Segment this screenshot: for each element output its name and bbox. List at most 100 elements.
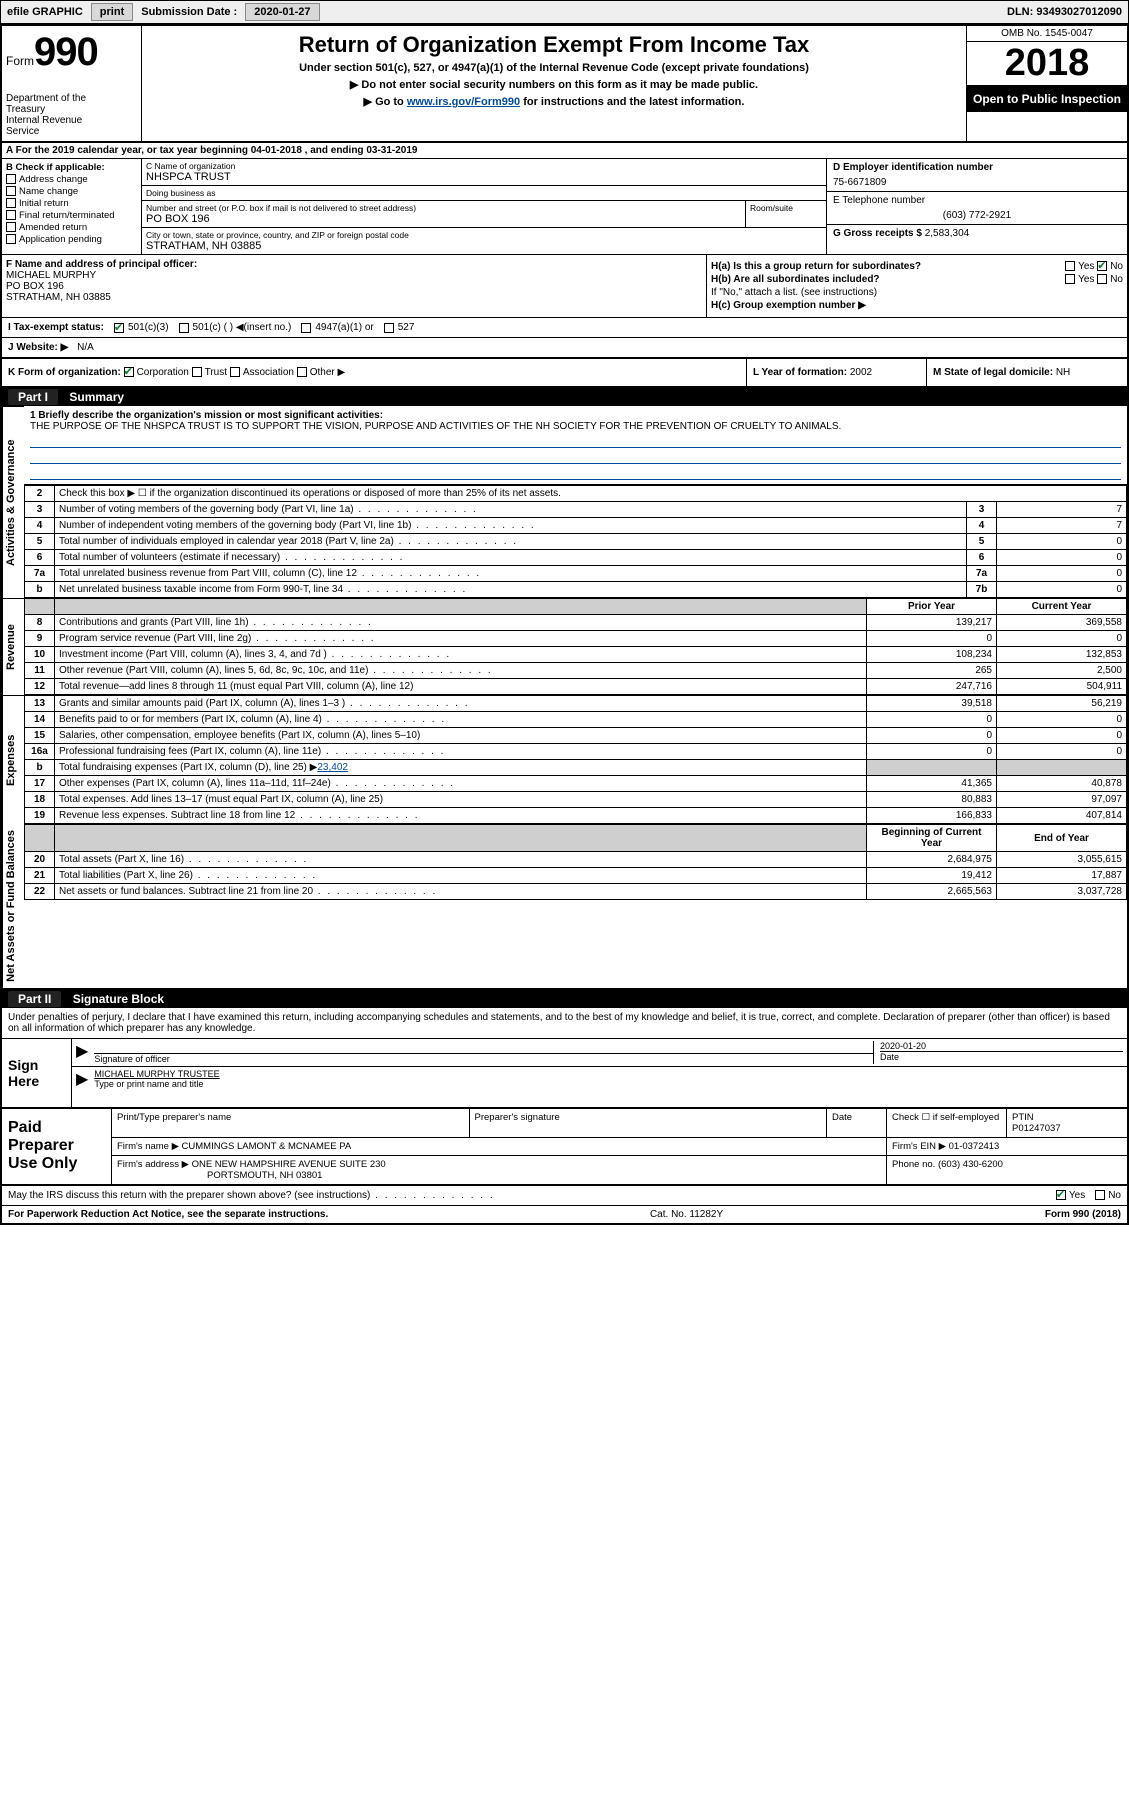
line18-prior: 80,883 <box>867 792 997 808</box>
chk-association[interactable] <box>230 367 240 377</box>
prep-date-label: Date <box>827 1109 887 1137</box>
line-a: A For the 2019 calendar year, or tax yea… <box>2 143 1127 159</box>
ha-label: H(a) Is this a group return for subordin… <box>711 261 921 272</box>
line4-desc: Number of independent voting members of … <box>55 518 967 534</box>
line16b-prior <box>867 760 997 776</box>
lbl-trust: Trust <box>205 367 227 378</box>
firm-phone-label: Phone no. <box>892 1159 935 1170</box>
hb-yes-lbl: Yes <box>1078 274 1094 285</box>
sign-here-block: Sign Here ▶ Signature of officer 2020-01… <box>2 1039 1127 1109</box>
officer-name: MICHAEL MURPHY <box>6 270 702 281</box>
line3-val: 7 <box>997 502 1127 518</box>
chk-address-change[interactable] <box>6 174 16 184</box>
gross-receipts-value: 2,583,304 <box>925 228 970 239</box>
chk-name-change[interactable] <box>6 186 16 196</box>
chk-discuss-no[interactable] <box>1095 1190 1105 1200</box>
city-value: STRATHAM, NH 03885 <box>146 240 822 252</box>
dln-label: DLN: 93493027012090 <box>1007 6 1128 18</box>
line16b-pre: Total fundraising expenses (Part IX, col… <box>59 762 317 773</box>
vtab-netassets: Net Assets or Fund Balances <box>2 824 24 988</box>
hdr-eoy: End of Year <box>997 825 1127 852</box>
chk-initial-return[interactable] <box>6 198 16 208</box>
line14-desc: Benefits paid to or for members (Part IX… <box>55 712 867 728</box>
section-k: K Form of organization: Corporation Trus… <box>2 359 747 386</box>
line13-curr: 56,219 <box>997 696 1127 712</box>
line17-prior: 41,365 <box>867 776 997 792</box>
irs-link[interactable]: www.irs.gov/Form990 <box>407 96 520 108</box>
line7b-val: 0 <box>997 582 1127 598</box>
line17-curr: 40,878 <box>997 776 1127 792</box>
chk-other[interactable] <box>297 367 307 377</box>
part2-title: Signature Block <box>73 992 164 1006</box>
line11-curr: 2,500 <box>997 663 1127 679</box>
ein-value: 75-6671809 <box>833 177 1121 188</box>
vtab-revenue: Revenue <box>2 598 24 695</box>
l-label: L Year of formation: <box>753 367 847 378</box>
lbl-501c3: 501(c)(3) <box>128 322 169 333</box>
chk-application-pending[interactable] <box>6 234 16 244</box>
chk-4947[interactable] <box>301 323 311 333</box>
sub3-post: for instructions and the latest informat… <box>520 96 744 108</box>
chk-501c3[interactable] <box>114 323 124 333</box>
line16b-link[interactable]: 23,402 <box>317 762 348 773</box>
firm-addr-label: Firm's address ▶ <box>117 1159 189 1170</box>
chk-ha-no[interactable] <box>1097 261 1107 271</box>
line15-curr: 0 <box>997 728 1127 744</box>
lbl-name-change: Name change <box>19 186 78 197</box>
line13-desc: Grants and similar amounts paid (Part IX… <box>55 696 867 712</box>
line22-boy: 2,665,563 <box>867 884 997 900</box>
line9-curr: 0 <box>997 631 1127 647</box>
form-container: Form990 Department of theTreasuryInterna… <box>0 24 1129 1225</box>
firm-name-label: Firm's name ▶ <box>117 1141 179 1152</box>
part1-header: Part I Summary <box>2 388 1127 406</box>
line15-desc: Salaries, other compensation, employee b… <box>55 728 867 744</box>
signature-declaration: Under penalties of perjury, I declare th… <box>2 1008 1127 1039</box>
line15-prior: 0 <box>867 728 997 744</box>
line20-eoy: 3,055,615 <box>997 852 1127 868</box>
chk-ha-yes[interactable] <box>1065 261 1075 271</box>
line5-desc: Total number of individuals employed in … <box>55 534 967 550</box>
chk-hb-no[interactable] <box>1097 274 1107 284</box>
firm-ein: 01-0372413 <box>949 1141 1000 1152</box>
hdr-current: Current Year <box>997 599 1127 615</box>
chk-527[interactable] <box>384 323 394 333</box>
ha-no-lbl: No <box>1110 261 1123 272</box>
sig-date-label: Date <box>880 1051 1123 1062</box>
chk-hb-yes[interactable] <box>1065 274 1075 284</box>
line22-eoy: 3,037,728 <box>997 884 1127 900</box>
chk-corporation[interactable] <box>124 367 134 377</box>
ptin-value: P01247037 <box>1012 1123 1061 1134</box>
omb-number: OMB No. 1545-0047 <box>967 26 1127 42</box>
form-title: Return of Organization Exempt From Incom… <box>148 32 960 58</box>
chk-discuss-yes[interactable] <box>1056 1190 1066 1200</box>
section-h: H(a) Is this a group return for subordin… <box>707 255 1127 317</box>
mission-text: THE PURPOSE OF THE NHSPCA TRUST IS TO SU… <box>30 421 1121 432</box>
m-value: NH <box>1056 367 1070 378</box>
submission-date-button[interactable]: 2020-01-27 <box>245 3 319 21</box>
print-button[interactable]: print <box>91 3 133 21</box>
hc-label: H(c) Group exemption number ▶ <box>711 300 866 311</box>
line19-desc: Revenue less expenses. Subtract line 18 … <box>55 808 867 824</box>
arrow-icon: ▶ <box>76 1069 88 1089</box>
line16a-desc: Professional fundraising fees (Part IX, … <box>55 744 867 760</box>
website-row: J Website: ▶ N/A <box>2 338 1127 359</box>
mission-label: 1 Briefly describe the organization's mi… <box>30 410 383 421</box>
lbl-association: Association <box>243 367 294 378</box>
arrow-icon: ▶ <box>76 1041 88 1064</box>
firm-addr2: PORTSMOUTH, NH 03801 <box>207 1170 322 1181</box>
footer-right: Form 990 (2018) <box>1045 1209 1121 1220</box>
footer-mid: Cat. No. 11282Y <box>328 1209 1045 1220</box>
chk-trust[interactable] <box>192 367 202 377</box>
line12-prior: 247,716 <box>867 679 997 695</box>
lbl-527: 527 <box>398 322 415 333</box>
line21-boy: 19,412 <box>867 868 997 884</box>
hb-note: If "No," attach a list. (see instruction… <box>711 287 1123 298</box>
chk-final-return[interactable] <box>6 210 16 220</box>
line21-desc: Total liabilities (Part X, line 26) <box>55 868 867 884</box>
preparer-block: Paid Preparer Use Only Print/Type prepar… <box>2 1109 1127 1186</box>
chk-501c[interactable] <box>179 323 189 333</box>
line13-prior: 39,518 <box>867 696 997 712</box>
lbl-initial-return: Initial return <box>19 198 69 209</box>
chk-amended-return[interactable] <box>6 222 16 232</box>
hb-no-lbl: No <box>1110 274 1123 285</box>
